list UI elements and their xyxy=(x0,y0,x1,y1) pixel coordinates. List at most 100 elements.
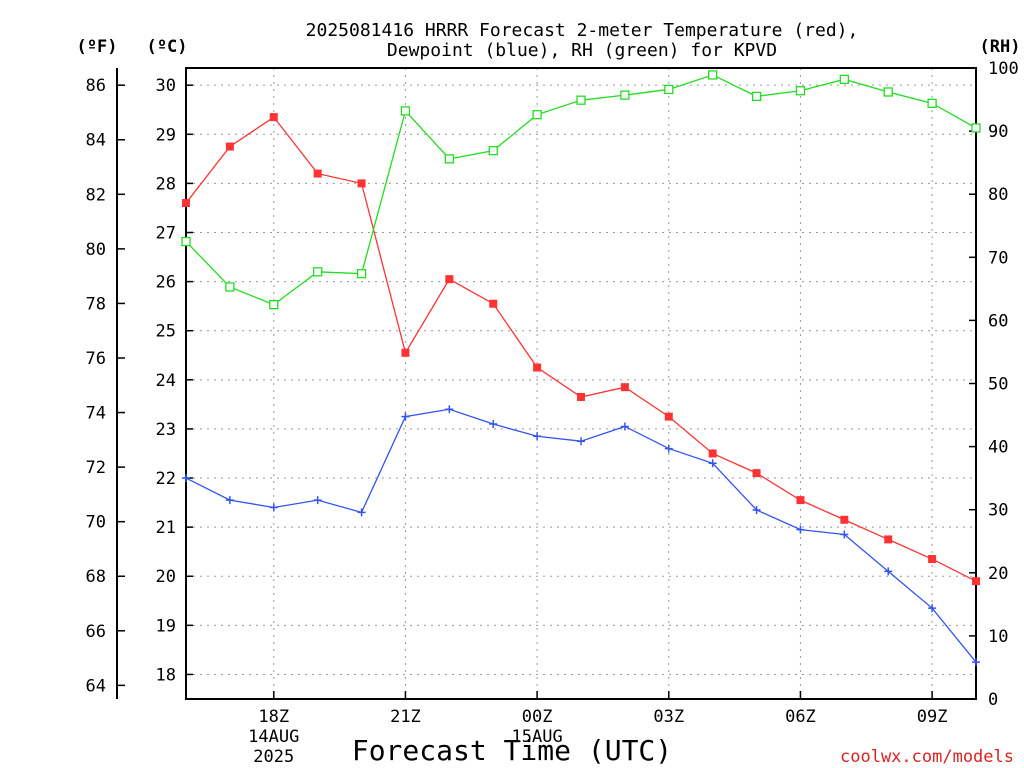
x-tick-sublabel: 2025 xyxy=(253,747,294,767)
celsius-tick-label: 24 xyxy=(156,371,176,391)
temperature-point xyxy=(489,299,498,308)
dewpoint-point xyxy=(445,405,454,414)
rh-point xyxy=(839,74,849,85)
dewpoint-point xyxy=(533,432,542,441)
celsius-tick-label: 21 xyxy=(156,518,176,538)
fahrenheit-tick-label: 68 xyxy=(86,567,106,587)
celsius-tick-label: 23 xyxy=(156,420,176,440)
x-tick-label: 18Z xyxy=(258,707,289,727)
temperature-point xyxy=(620,383,629,392)
x-tick-sublabel: 15AUG xyxy=(512,727,563,747)
rh-point xyxy=(400,106,411,116)
temperature-point xyxy=(840,515,849,524)
rh-tick-label: 70 xyxy=(988,248,1008,268)
x-axis-title: Forecast Time (UTC) xyxy=(352,734,672,767)
x-tick-sublabel: 14AUG xyxy=(248,727,299,747)
celsius-tick-label: 26 xyxy=(156,273,176,293)
fahrenheit-tick-label: 72 xyxy=(86,458,106,478)
dewpoint-point xyxy=(269,503,278,512)
rh-point xyxy=(883,87,893,97)
fahrenheit-tick-label: 66 xyxy=(86,622,106,642)
rh-tick-label: 60 xyxy=(988,311,1008,331)
celsius-tick-label: 19 xyxy=(156,616,176,636)
celsius-tick-label: 30 xyxy=(156,76,176,96)
fahrenheit-tick-label: 86 xyxy=(86,76,106,96)
rh-point xyxy=(181,236,191,247)
x-tick-label: 06Z xyxy=(785,707,816,727)
temperature-point xyxy=(401,348,410,357)
fahrenheit-tick-label: 84 xyxy=(86,131,106,151)
celsius-tick-label: 18 xyxy=(156,665,176,685)
fahrenheit-unit-label: (ºF) xyxy=(77,37,118,57)
x-tick-label: 09Z xyxy=(917,707,948,727)
dewpoint-point xyxy=(664,444,673,453)
rh-point xyxy=(532,110,542,120)
rh-point xyxy=(488,146,498,156)
temperature-point xyxy=(533,363,542,372)
rh-unit-label: (RH) xyxy=(980,37,1021,57)
celsius-tick-label: 25 xyxy=(156,322,176,342)
rh-tick-label: 90 xyxy=(988,122,1008,142)
dewpoint-point xyxy=(884,567,893,576)
fahrenheit-tick-label: 80 xyxy=(86,240,106,260)
temperature-point xyxy=(313,169,322,178)
rh-point xyxy=(269,299,279,310)
rh-point xyxy=(444,154,454,164)
fahrenheit-tick-label: 76 xyxy=(86,349,106,369)
dewpoint-point xyxy=(752,505,761,514)
dewpoint-point xyxy=(357,508,366,517)
fahrenheit-tick-label: 64 xyxy=(86,676,106,696)
chart-title-line-2: Dewpoint (blue), RH (green) for KPVD xyxy=(387,40,777,61)
rh-point xyxy=(356,269,367,279)
credit-label: coolwx.com/models xyxy=(840,747,1014,767)
rh-tick-label: 50 xyxy=(988,375,1008,395)
dewpoint-point xyxy=(225,496,234,505)
fahrenheit-tick-label: 78 xyxy=(86,294,106,314)
dewpoint-point xyxy=(840,530,849,539)
rh-point xyxy=(313,267,323,277)
celsius-tick-label: 22 xyxy=(156,469,176,489)
celsius-tick-label: 20 xyxy=(156,567,176,587)
rh-tick-label: 0 xyxy=(988,690,998,710)
dewpoint-point xyxy=(708,459,717,468)
fahrenheit-tick-label: 70 xyxy=(86,513,106,533)
rh-point xyxy=(576,95,586,105)
temperature-point xyxy=(182,199,190,208)
rh-point xyxy=(708,70,718,80)
dewpoint-point xyxy=(313,496,322,505)
rh-point xyxy=(751,91,762,102)
rh-point xyxy=(971,123,981,133)
dewpoint-point xyxy=(182,474,190,483)
fahrenheit-tick-label: 82 xyxy=(86,185,106,205)
dewpoint-point xyxy=(796,525,805,534)
chart-title-line-1: 2025081416 HRRR Forecast 2-meter Tempera… xyxy=(306,20,859,41)
rh-tick-label: 30 xyxy=(988,501,1008,521)
plot-frame xyxy=(185,67,977,700)
axes: 64 66 68 70 72 74 76 78 80 82 84 86 18 19 20 21 22 23 24 25… xyxy=(86,59,1019,767)
temperature-point xyxy=(752,469,761,478)
rh-tick-label: 100 xyxy=(988,59,1019,79)
dewpoint-point xyxy=(928,604,937,613)
rh-tick-label: 10 xyxy=(988,627,1008,647)
x-tick-label: 21Z xyxy=(390,707,421,727)
fahrenheit-tick-label: 74 xyxy=(86,404,106,424)
dewpoint-point xyxy=(489,420,498,429)
rh-tick-label: 80 xyxy=(988,185,1008,205)
dewpoint-point xyxy=(972,658,980,667)
x-tick-label: 03Z xyxy=(653,707,684,727)
temperature-point xyxy=(928,555,937,564)
temperature-point xyxy=(225,142,234,151)
dewpoint-point xyxy=(620,422,629,431)
rh-point xyxy=(664,84,674,95)
rh-tick-label: 20 xyxy=(988,564,1008,584)
temperature-point xyxy=(708,449,717,458)
dewpoint-line xyxy=(185,408,977,663)
data-series xyxy=(181,70,981,667)
temperature-point xyxy=(884,535,893,544)
rh-point xyxy=(927,98,937,108)
celsius-tick-label: 29 xyxy=(156,125,176,145)
temperature-point xyxy=(577,393,585,402)
dewpoint-point xyxy=(577,437,585,446)
celsius-tick-label: 27 xyxy=(156,224,176,244)
